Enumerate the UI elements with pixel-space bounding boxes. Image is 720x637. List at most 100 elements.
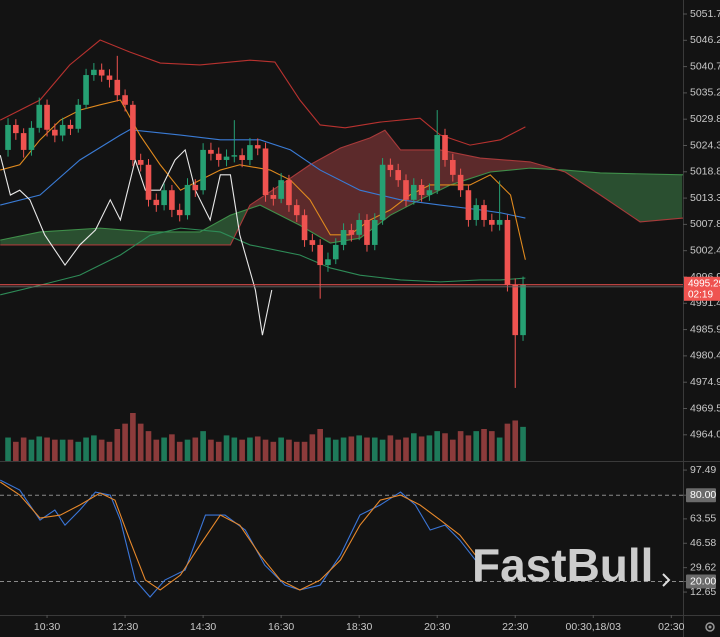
candle-body [340,230,347,245]
candle-body [442,135,448,160]
y-tick-label: 46.58 [690,537,716,549]
cloud-fill [248,130,558,243]
candle-body [91,69,97,76]
volume-bar [512,420,519,461]
candle-body [426,190,433,196]
volume-bar [184,439,191,461]
candle-body [481,205,487,220]
volume-bar [340,437,347,461]
y-tick-label: 4964.03 [690,429,720,441]
volume-bar [270,441,277,461]
candle-body [75,104,82,129]
volume-bar [379,439,386,461]
candle-body [161,190,167,206]
indicator-line [0,99,526,260]
candle-body [309,240,316,245]
candle-body [473,205,480,220]
volume-bar [387,435,394,461]
y-tick-label: 63.55 [690,513,716,525]
y-tick-label: 5018.84 [690,166,720,178]
candle-body [348,230,355,235]
candle-body [286,180,292,206]
candle-body [434,135,441,191]
scroll-arrow[interactable] [662,573,671,587]
candle-body [520,284,526,336]
volume-bar [465,435,472,461]
volume-bar [356,435,362,461]
volume-bar [325,437,331,461]
y-tick-label: 5013.36 [690,192,720,204]
y-tick-label: 5007.88 [690,218,720,230]
candle-body [293,205,300,216]
volume-bar [223,435,230,461]
volume-bar [98,439,105,461]
y-tick-label: 5029.80 [690,113,720,125]
volume-bar [426,435,433,461]
volume-bar [176,441,183,461]
candle-body [13,124,19,134]
candle-body [223,156,230,160]
volume-bar [161,437,167,461]
x-tick-label: 02:30 [658,621,684,633]
volume-bar [301,441,308,461]
candle-body [356,219,362,235]
candle-body [208,149,214,154]
candle-body [122,95,128,105]
cloud-fill [0,208,249,245]
candle-body [395,170,401,181]
volume-bar [364,437,370,461]
candle-body [67,124,74,129]
x-tick-label: 20:30 [424,621,450,633]
candle-body [504,219,511,285]
volume-bar [278,437,284,461]
volume-bar [317,429,323,461]
volume-bar [403,437,409,461]
settings-icon[interactable] [705,622,715,632]
volume-bar [332,439,339,461]
volume-bar [59,439,66,461]
volume-bar [83,437,89,461]
volume-bar [395,439,401,461]
y-tick-label: 4974.99 [690,376,720,388]
x-tick-label: 22:30 [502,621,528,633]
candle-body [36,104,43,128]
y-tick-label: 5002.40 [690,244,720,256]
y-tick-label: 4985.96 [690,323,720,335]
candle-body [387,164,394,171]
y-tick-label: 97.49 [690,464,716,476]
cloud-fill [557,169,683,222]
candle-body [457,174,464,191]
volume-bar [254,436,261,461]
y-tick-label: 5024.32 [690,139,720,151]
candle-body [247,145,253,160]
y-tick-label: 12.65 [690,586,716,598]
candle-body [169,190,175,210]
volume-bar [473,431,480,461]
volume-bar [442,433,448,461]
candle-body [301,215,308,241]
y-tick-label: 20.00 [690,575,716,587]
volume-bar [153,439,160,461]
candle-body [317,244,323,266]
candle-body [215,153,222,160]
y-tick-label: 5046.24 [690,34,720,46]
volume-bar [520,426,526,461]
volume-bar [504,423,511,461]
candle-body [52,129,58,136]
level-label-box [686,488,716,503]
y-tick-label: 5035.28 [690,87,720,99]
volume-bar [122,423,128,461]
candle-body [364,219,370,245]
candle-body [270,195,277,199]
volume-bar [36,436,43,461]
x-tick-label: 14:30 [190,621,216,633]
candle-body [332,244,339,260]
volume-bar [137,423,144,461]
oscillator-line [0,479,476,598]
volume-bar [5,437,11,461]
volume-bar [457,431,464,461]
oscillator-pane [0,479,683,598]
candle-body [20,133,27,150]
volume-bar [215,441,222,461]
